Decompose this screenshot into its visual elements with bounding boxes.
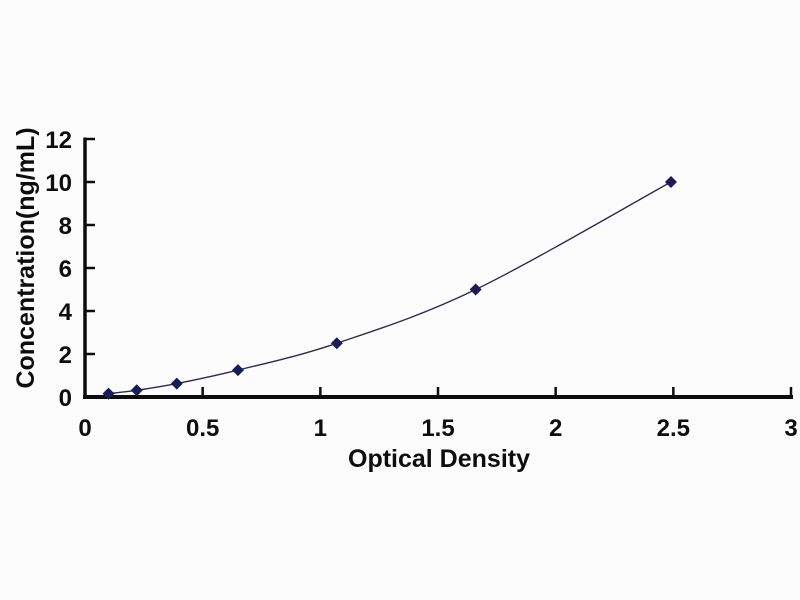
x-axis-title: Optical Density [348, 445, 530, 473]
standard-curve-line [108, 181, 672, 395]
plot-layer: 0 0.5 1 1.5 2 2.5 3 0 2 4 6 8 10 12 [45, 127, 797, 442]
y-tick-label: 8 [59, 213, 72, 240]
x-tick-label: 1 [314, 415, 327, 442]
data-point-marker [130, 384, 143, 397]
data-point-marker [102, 387, 115, 400]
x-tick-label: 2.5 [657, 415, 690, 442]
x-tick-label: 0 [78, 415, 91, 442]
x-tick-label: 2 [549, 415, 562, 442]
data-point-marker [231, 364, 244, 377]
y-tick-label: 4 [59, 299, 73, 326]
y-tick-label: 2 [59, 342, 72, 369]
y-axis-title: Concentration(ng/mL) [12, 127, 40, 388]
data-point-marker [469, 283, 482, 296]
data-point-marker [330, 337, 343, 350]
y-tick-label: 10 [45, 170, 72, 197]
x-tick-label: 1.5 [421, 415, 454, 442]
y-tick-label: 12 [45, 127, 72, 154]
x-tick-label: 0.5 [186, 415, 219, 442]
data-point-marker [664, 176, 677, 188]
data-point-marker [170, 377, 183, 390]
y-tick-label: 6 [59, 256, 72, 283]
x-tick-label: 3 [784, 415, 797, 442]
y-tick-label: 0 [59, 385, 72, 412]
